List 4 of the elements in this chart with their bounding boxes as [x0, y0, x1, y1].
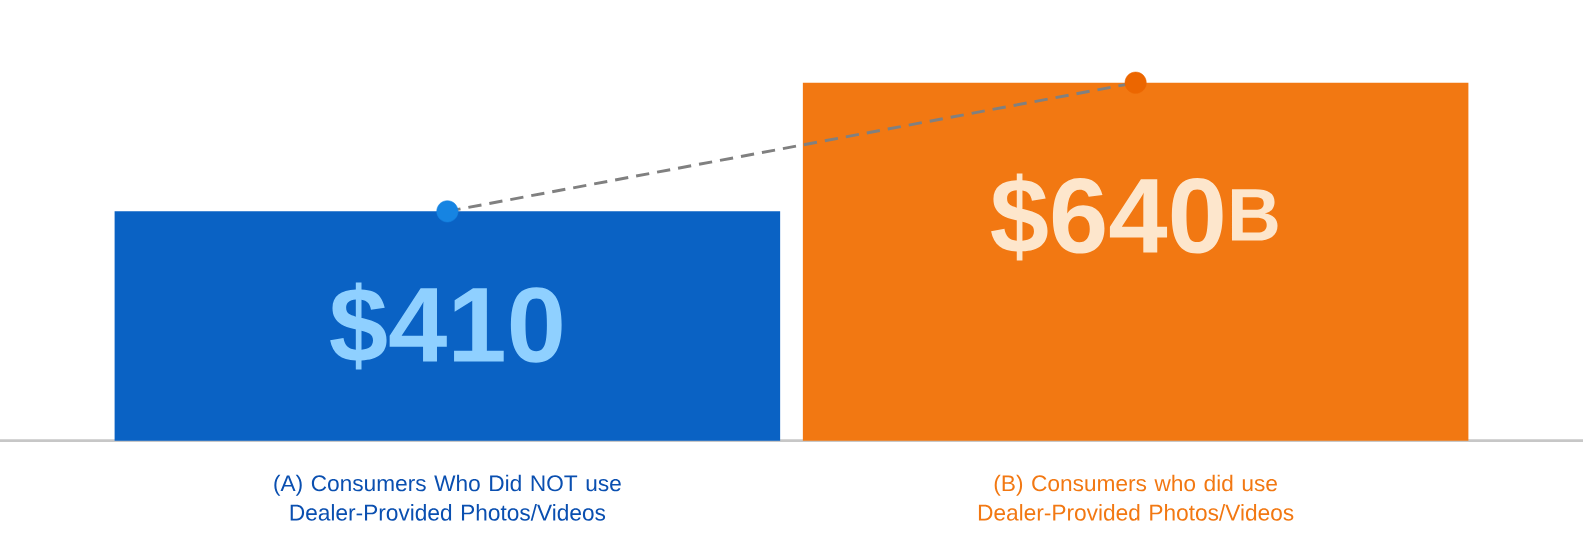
- x-tick-label: (A) Consumers Who Did NOT use Dealer-Provided Photos/Videos: [274, 474, 621, 521]
- data-label: $640$^{B}$: [991, 173, 1278, 261]
- data-label: $410: [330, 282, 562, 370]
- x-tick-label: (B) Consumers who did use Dealer-Provided Photos/Videos: [978, 474, 1294, 521]
